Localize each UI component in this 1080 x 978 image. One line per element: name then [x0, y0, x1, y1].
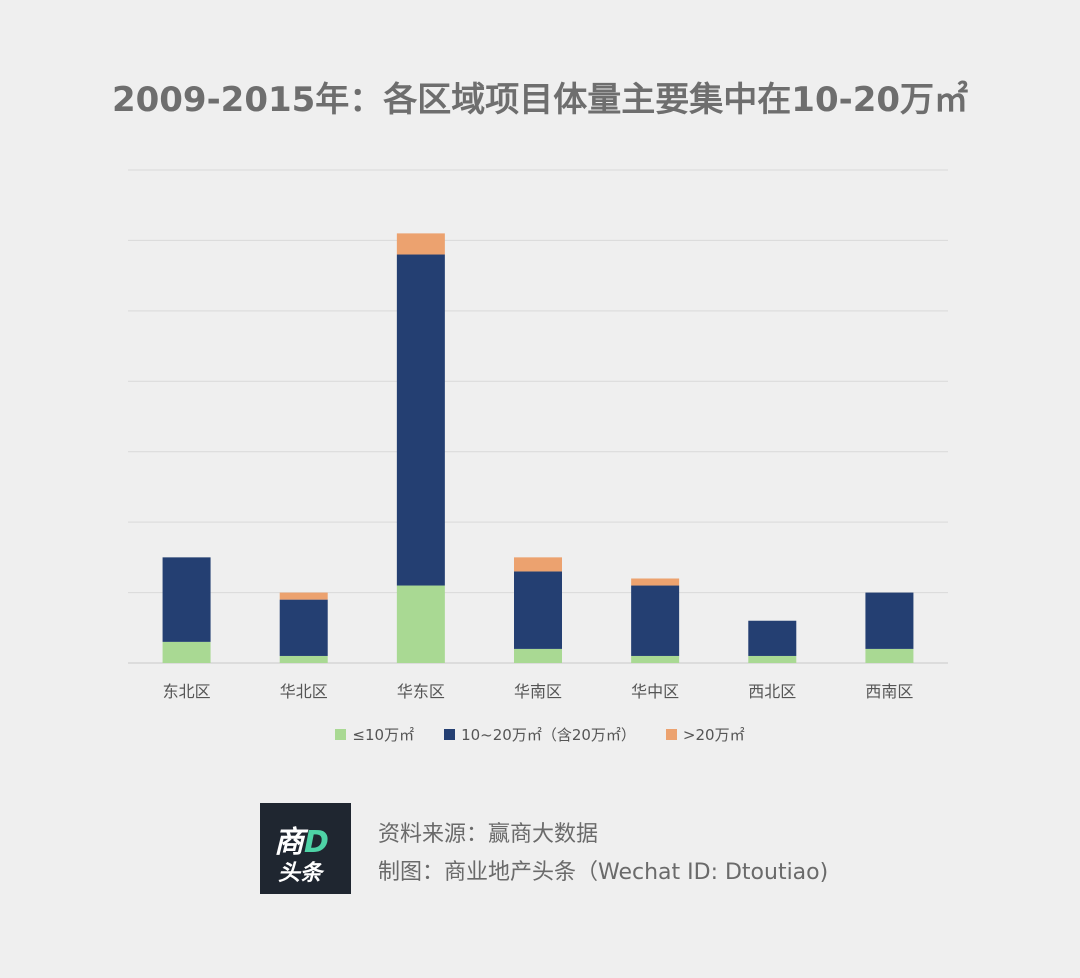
bar-segment — [865, 648, 914, 663]
x-tick-label: 华南区 — [514, 682, 562, 701]
logo-top-text: 商D — [274, 825, 329, 860]
legend-item-large: >20万㎡ — [665, 724, 745, 745]
x-tick-label: 华中区 — [631, 682, 679, 701]
bar-segment — [396, 254, 445, 586]
bar-segment — [631, 655, 680, 663]
legend-item-small: ≤10万㎡ — [335, 724, 414, 745]
legend-swatch-large — [665, 729, 677, 740]
chart-title: 2009-2015年：各区域项目体量主要集中在10-20万㎡ — [111, 80, 969, 120]
bar-segment — [514, 648, 562, 663]
x-tick-label: 华东区 — [397, 682, 445, 701]
bar-segment — [279, 655, 328, 663]
bar-segment — [631, 585, 680, 656]
legend-label-medium: 10~20万㎡（含20万㎡） — [461, 726, 636, 744]
legend-item-medium: 10~20万㎡（含20万㎡） — [444, 724, 636, 745]
logo-bottom-text: 头条 — [278, 861, 323, 886]
bar-segment — [279, 592, 328, 600]
legend-swatch-medium — [444, 729, 456, 740]
bar-segment — [162, 641, 211, 663]
bar-segment — [396, 585, 445, 663]
bar-segment — [514, 557, 562, 572]
source-text: 资料来源：赢商大数据 — [378, 822, 599, 847]
bar-segment — [279, 599, 328, 656]
credit-text: 制图：商业地产头条（Wechat ID: Dtoutiao) — [378, 860, 829, 885]
x-axis-labels: 东北区 华北区 华东区 华南区 华中区 西北区 西南区 — [163, 682, 914, 701]
bar-segment — [396, 233, 445, 255]
bar-segment — [162, 557, 211, 642]
legend-label-small: ≤10万㎡ — [352, 726, 415, 744]
bar-segment — [631, 578, 680, 586]
x-tick-label: 西南区 — [865, 682, 913, 701]
bar-segment — [514, 571, 562, 649]
source-credits: 资料来源：赢商大数据 制图：商业地产头条（Wechat ID: Dtoutiao… — [378, 816, 828, 892]
x-tick-label: 西北区 — [748, 682, 796, 701]
bars — [162, 233, 914, 663]
bar-segment — [748, 620, 797, 656]
x-tick-label: 东北区 — [163, 682, 211, 701]
legend-swatch-small — [335, 729, 347, 740]
legend-label-large: >20万㎡ — [682, 726, 745, 744]
legend: ≤10万㎡ 10~20万㎡（含20万㎡） >20万㎡ — [0, 724, 1080, 745]
bar-segment — [865, 592, 914, 649]
x-tick-label: 华北区 — [280, 682, 328, 701]
brand-logo: 商D 头条 — [260, 803, 351, 894]
bar-segment — [748, 655, 797, 663]
